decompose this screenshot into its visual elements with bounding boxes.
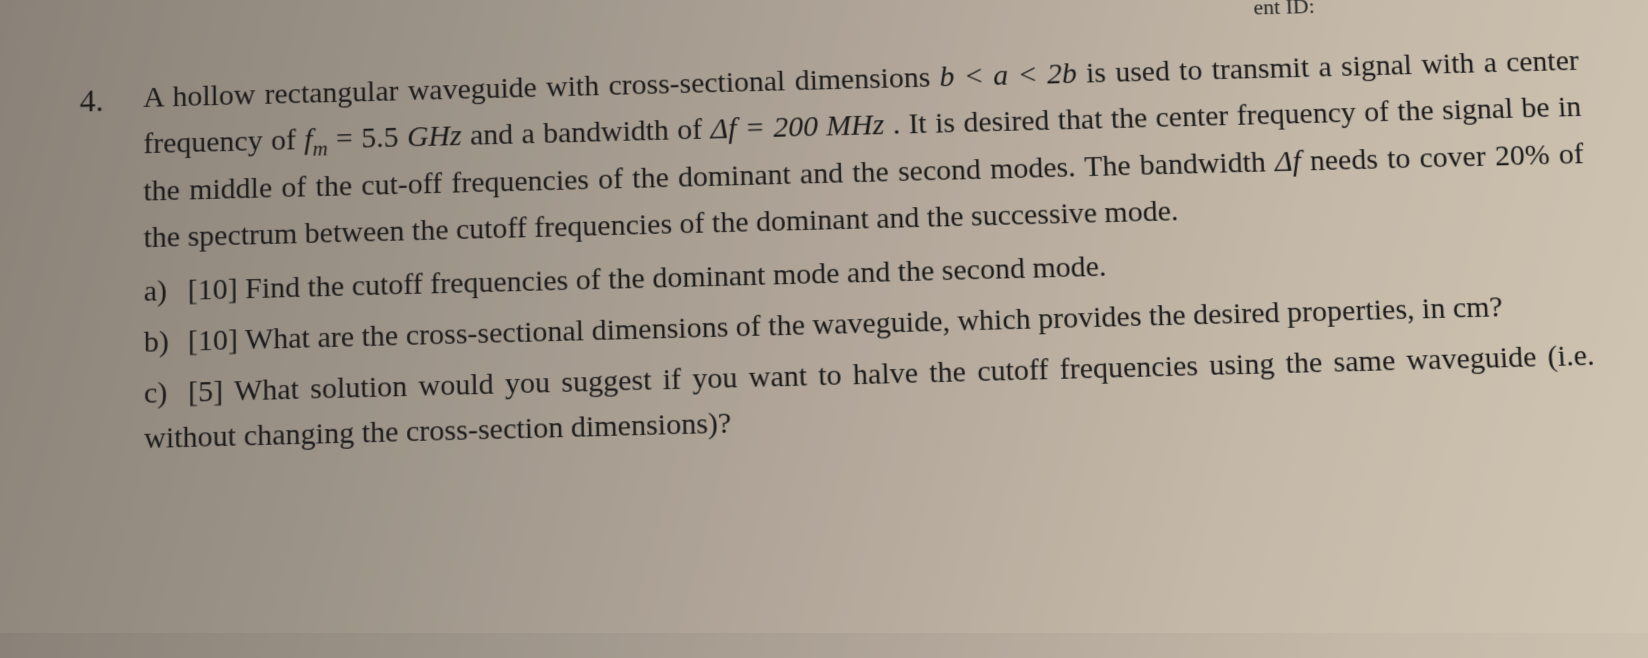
problem-body: A hollow rectangular waveguide with cros… bbox=[143, 38, 1598, 467]
fm-unit: GHz bbox=[407, 119, 462, 153]
page-surface: ent ID: 4. A hollow rectangular waveguid… bbox=[0, 0, 1648, 658]
header-id-fragment: ent ID: bbox=[1253, 0, 1315, 20]
part-b-label: b) bbox=[144, 319, 188, 365]
part-b-points: [10] bbox=[188, 323, 238, 357]
dimension-condition: b < a < 2b bbox=[939, 57, 1077, 93]
problem-statement: A hollow rectangular waveguide with cros… bbox=[143, 38, 1587, 261]
part-c-label: c) bbox=[144, 370, 188, 416]
deltaf-symbol: Δf bbox=[1274, 145, 1301, 178]
deltaf-value: Δf = 200 MHz bbox=[710, 108, 885, 145]
part-a-label: a) bbox=[144, 268, 188, 314]
problem-number: 4. bbox=[80, 76, 140, 125]
fm-equals: = 5.5 bbox=[327, 120, 407, 155]
fm-subscript: m bbox=[312, 136, 327, 160]
part-a-points: [10] bbox=[188, 273, 238, 307]
intro-text-1: A hollow rectangular waveguide with cros… bbox=[143, 61, 940, 114]
intro-text-3: and a bandwidth of bbox=[461, 112, 711, 151]
problem-4: 4. A hollow rectangular waveguide with c… bbox=[80, 38, 1605, 469]
part-c-points: [5] bbox=[188, 375, 223, 409]
